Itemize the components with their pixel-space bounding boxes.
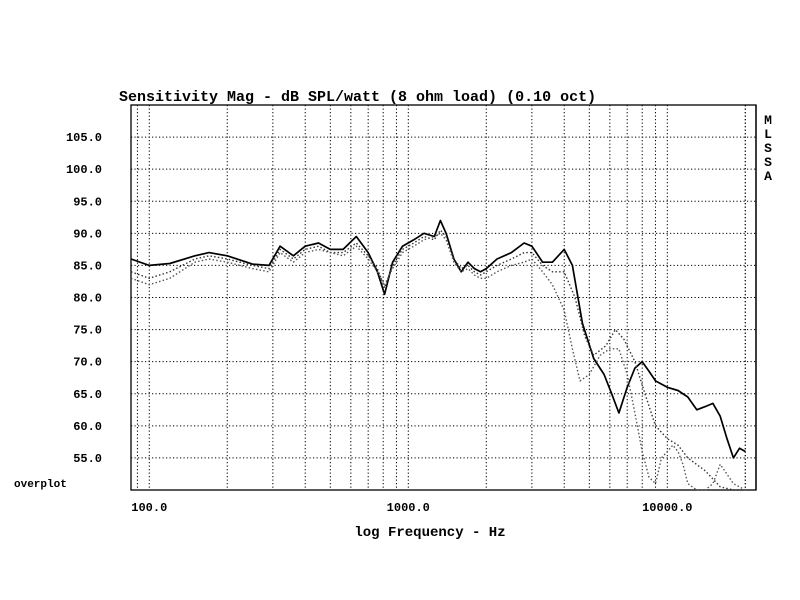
y-tick-label: 75.0 [73,324,102,338]
y-tick-label: 100.0 [66,163,102,177]
y-tick-label: 105.0 [66,131,102,145]
x-axis-label: log Frequency - Hz [354,525,505,541]
y-tick-label: 60.0 [73,420,102,434]
y-tick-label: 55.0 [73,452,102,466]
chart-title: Sensitivity Mag - dB SPL/watt (8 ohm loa… [119,89,596,106]
y-tick-label: 70.0 [73,356,102,370]
y-tick-label: 80.0 [73,292,102,306]
y-tick-label: 90.0 [73,227,102,241]
series-layer [130,219,746,491]
side-label-letter: L [764,127,772,142]
y-tick-label: 95.0 [73,195,102,209]
overplot-label: overplot [14,479,67,491]
grid-lines [131,105,756,490]
side-label-letter: S [764,155,772,170]
x-axis-ticks: 100.0 1000.0 10000.0 [131,501,692,515]
series-line-3 [130,232,746,491]
side-label-letter: A [764,169,772,184]
y-tick-label: 65.0 [73,388,102,402]
series-line-1 [130,219,746,459]
y-axis-ticks: 105.0 100.0 95.0 90.0 85.0 80.0 75.0 70.0 65.0 60… [66,131,102,466]
y-tick-label: 85.0 [73,259,102,273]
series-line-2 [130,229,746,491]
x-tick-label: 100.0 [131,501,167,515]
x-tick-label: 1000.0 [387,501,430,515]
x-tick-label: 10000.0 [642,501,692,515]
side-label-letter: M [764,113,772,128]
side-label-letter: S [764,141,772,156]
